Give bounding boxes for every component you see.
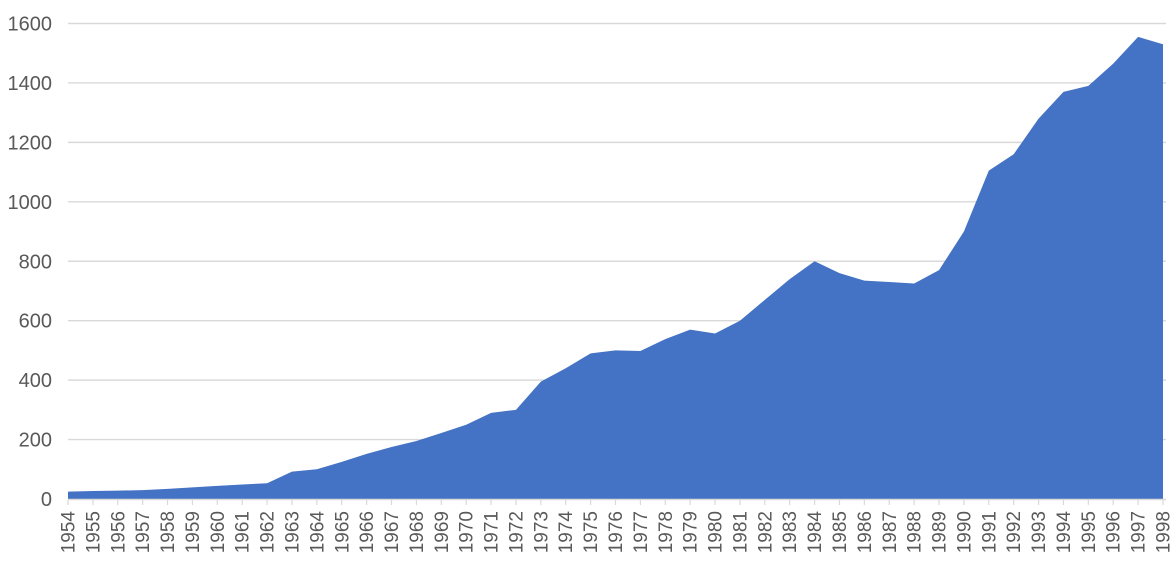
x-axis-label: 1984 [805, 511, 826, 554]
x-axis-label: 1959 [183, 511, 204, 553]
area-series [68, 36, 1163, 500]
x-axis-label: 1957 [133, 511, 154, 553]
y-axis-label: 1200 [8, 132, 53, 154]
x-axis-label: 1974 [556, 511, 577, 554]
x-axis-label: 1980 [706, 511, 727, 553]
x-axis-label: 1966 [357, 511, 378, 553]
y-axis-label: 1000 [8, 192, 53, 214]
x-axis-label: 1994 [1054, 511, 1075, 554]
x-axis-label: 1990 [954, 511, 975, 553]
x-axis-label: 1978 [656, 511, 677, 553]
x-axis-label: 1961 [233, 511, 254, 553]
x-axis-label: 1962 [258, 511, 279, 553]
x-axis-label: 1976 [606, 511, 627, 553]
x-axis-label: 1954 [59, 511, 80, 554]
x-axis-label: 1964 [307, 511, 328, 554]
x-axis-label: 1955 [83, 511, 104, 553]
x-axis-label: 1985 [830, 511, 851, 553]
x-axis-label: 1993 [1029, 511, 1050, 553]
x-axis-label: 1983 [780, 511, 801, 553]
x-axis-label: 1967 [382, 511, 403, 553]
x-axis-label: 1995 [1079, 511, 1100, 553]
y-axis-label: 200 [19, 430, 52, 452]
y-axis-labels: 0 200 400 600 800 1000 1200 1400 1600 [8, 14, 53, 512]
x-axis-label: 1973 [531, 511, 552, 553]
gridlines [68, 22, 1166, 441]
y-axis-label: 800 [19, 251, 52, 273]
x-axis-label: 1998 [1154, 511, 1174, 553]
y-axis-label: 1600 [8, 14, 53, 36]
x-axis-label: 1972 [506, 511, 527, 553]
x-axis-label: 1987 [880, 511, 901, 553]
x-axis-label: 1958 [158, 511, 179, 553]
x-axis-label: 1996 [1104, 511, 1125, 553]
x-axis-label: 1979 [681, 511, 702, 553]
x-axis-label: 1988 [905, 511, 926, 553]
y-axis-label: 600 [19, 311, 52, 333]
x-axis-label: 1968 [407, 511, 428, 553]
x-axis-label: 1997 [1129, 511, 1150, 553]
x-axis-label: 1981 [730, 511, 751, 553]
x-axis-label: 1975 [581, 511, 602, 553]
y-axis-label: 1400 [8, 73, 53, 95]
x-axis-label: 1970 [457, 511, 478, 553]
x-axis-label: 1989 [930, 511, 951, 553]
x-axis-label: 1956 [108, 511, 129, 553]
x-axis-label: 1992 [1004, 511, 1025, 553]
x-axis-label: 1965 [332, 511, 353, 553]
x-axis-label: 1969 [432, 511, 453, 553]
x-axis-label: 1971 [482, 511, 503, 553]
x-axis-label: 1986 [855, 511, 876, 553]
x-axis [67, 498, 1166, 505]
x-axis-label: 1991 [979, 511, 1000, 553]
x-axis-label: 1963 [282, 511, 303, 553]
x-axis-label: 1982 [755, 511, 776, 553]
y-axis-label: 0 [41, 489, 52, 511]
x-axis-label: 1977 [631, 511, 652, 553]
x-axis-labels: 1954 1955 1956 1957 1958 1959 1960 1961 1962 1963… [59, 511, 1174, 554]
y-axis-label: 400 [19, 370, 52, 392]
x-axis-label: 1960 [208, 511, 229, 553]
